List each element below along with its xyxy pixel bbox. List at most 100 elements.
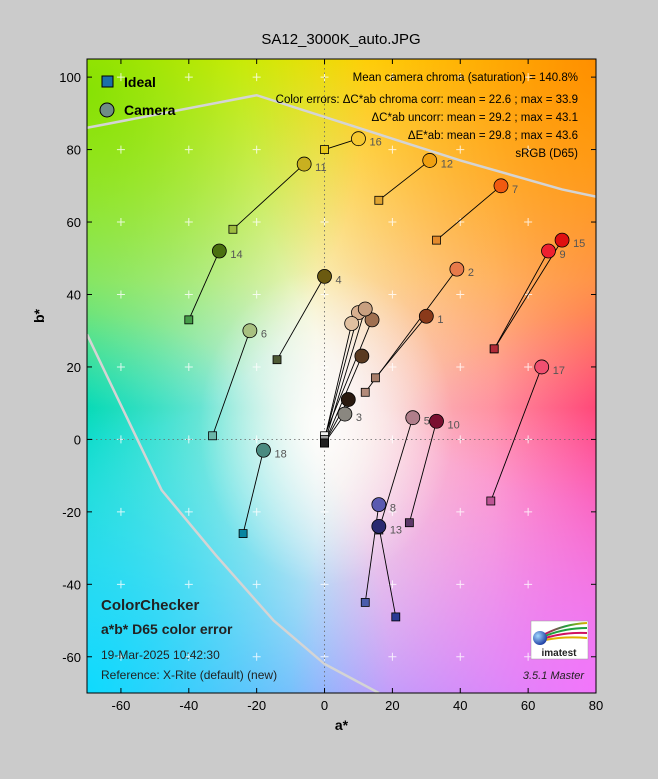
error-vector bbox=[378, 526, 397, 618]
x-tick-label: 40 bbox=[453, 698, 467, 713]
camera-point bbox=[371, 518, 387, 534]
chart-footer: ColorChecker a*b* D65 color error 19-Mar… bbox=[101, 597, 585, 682]
y-tick-label: -60 bbox=[62, 650, 81, 665]
patch-number-label: 13 bbox=[390, 524, 402, 536]
patch-number-label: 1 bbox=[437, 314, 443, 326]
legend: Ideal Camera bbox=[99, 74, 176, 118]
y-tick-label: 60 bbox=[67, 215, 81, 230]
y-tick-label: 0 bbox=[74, 432, 81, 447]
grid-cross bbox=[524, 145, 533, 154]
patch-number-label: 5 bbox=[424, 416, 430, 428]
error-vector bbox=[378, 417, 414, 531]
ideal-point bbox=[391, 612, 401, 622]
grid-cross bbox=[116, 145, 125, 154]
error-vector bbox=[493, 239, 563, 350]
plot-frame bbox=[86, 58, 597, 694]
grid-cross bbox=[116, 73, 125, 82]
legend-ideal-marker bbox=[101, 75, 114, 88]
y-tick-label: 80 bbox=[67, 143, 81, 158]
grid-cross bbox=[252, 362, 261, 371]
grid-cross bbox=[116, 290, 125, 299]
camera-point bbox=[351, 131, 366, 147]
error-vector bbox=[242, 450, 264, 534]
grid-cross bbox=[388, 145, 397, 154]
error-vector bbox=[408, 421, 437, 523]
grid-cross bbox=[184, 290, 193, 299]
grid-cross bbox=[388, 218, 397, 227]
ideal-point bbox=[238, 529, 248, 538]
summary-chroma: Mean camera chroma (saturation) = 140.8% bbox=[353, 72, 578, 84]
grid-cross bbox=[388, 73, 397, 82]
summary-uncorr: ΔC*ab uncorr: mean = 29.2 ; max = 43.1 bbox=[372, 112, 579, 124]
camera-point bbox=[534, 359, 550, 375]
grid-cross bbox=[388, 362, 397, 371]
error-vector bbox=[276, 276, 325, 360]
ideal-point bbox=[320, 145, 329, 154]
patch-number-label: 2 bbox=[468, 267, 474, 279]
camera-point bbox=[364, 312, 380, 328]
camera-point bbox=[405, 410, 421, 426]
patch-number-label: 17 bbox=[553, 365, 565, 377]
ideal-point bbox=[404, 518, 414, 528]
grid-cross bbox=[252, 507, 261, 516]
camera-point bbox=[357, 301, 373, 317]
legend-camera-label: Camera bbox=[124, 102, 176, 118]
ideal-point bbox=[184, 315, 194, 325]
ideal-point bbox=[228, 224, 238, 234]
grid-cross bbox=[184, 218, 193, 227]
footer-reference: Reference: X-Rite (default) (new) bbox=[101, 668, 277, 682]
patch-number-label: 7 bbox=[512, 184, 518, 196]
x-tick-label: 20 bbox=[385, 698, 399, 713]
x-tick-label: 0 bbox=[321, 698, 328, 713]
patch-number-label: 10 bbox=[448, 419, 460, 431]
grid-cross bbox=[456, 290, 465, 299]
grid-cross bbox=[116, 507, 125, 516]
boundary-lines bbox=[87, 93, 596, 693]
error-vector bbox=[490, 366, 543, 502]
grid-cross bbox=[184, 507, 193, 516]
x-tick-label: -60 bbox=[112, 698, 131, 713]
grid-cross bbox=[524, 218, 533, 227]
x-tick-label: -40 bbox=[179, 698, 198, 713]
grid-cross bbox=[184, 652, 193, 661]
y-tick-label: -40 bbox=[62, 577, 81, 592]
error-vector bbox=[212, 330, 251, 436]
y-tick-label: 100 bbox=[59, 70, 81, 85]
error-vector bbox=[378, 160, 431, 201]
patch-number-label: 14 bbox=[230, 249, 242, 261]
footer-version: 3.5.1 Master bbox=[523, 670, 585, 682]
ideal-point bbox=[486, 496, 496, 506]
camera-point bbox=[429, 413, 444, 429]
x-tick-label: 80 bbox=[589, 698, 603, 713]
imatest-logo: imatest bbox=[530, 620, 589, 660]
camera-point bbox=[541, 243, 556, 259]
grid-cross bbox=[456, 507, 465, 516]
error-vector bbox=[188, 250, 220, 321]
camera-point bbox=[317, 268, 332, 284]
camera-point bbox=[340, 392, 356, 407]
patch-number-label: 18 bbox=[274, 448, 286, 460]
footer-date: 19-Mar-2025 10:42:30 bbox=[101, 648, 220, 662]
patch-number-label: 6 bbox=[261, 329, 267, 341]
patch-number-label: 4 bbox=[336, 274, 342, 286]
grid-cross bbox=[456, 435, 465, 444]
grid-cross bbox=[116, 218, 125, 227]
legend-camera-marker bbox=[99, 102, 115, 118]
error-vector bbox=[324, 308, 366, 444]
grid-cross bbox=[456, 580, 465, 589]
ideal-point bbox=[489, 344, 499, 354]
gamut-boundary-line bbox=[87, 333, 380, 693]
grid-cross bbox=[524, 73, 533, 82]
x-tick-label: -20 bbox=[247, 698, 266, 713]
patch-number-label: 8 bbox=[390, 503, 396, 515]
camera-point bbox=[354, 348, 370, 364]
error-vector bbox=[232, 163, 305, 230]
grid-cross bbox=[524, 580, 533, 589]
ideal-point bbox=[208, 431, 217, 441]
ideal-point bbox=[272, 355, 282, 365]
camera-point bbox=[449, 261, 465, 277]
grid-cross bbox=[388, 507, 397, 516]
